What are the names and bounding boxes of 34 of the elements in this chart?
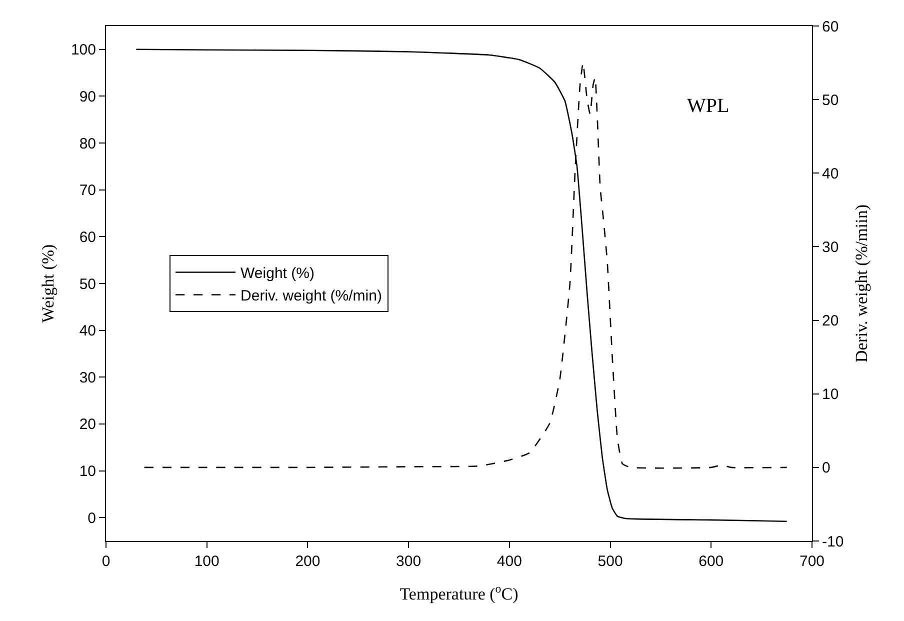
x-tick-label: 100 xyxy=(194,553,220,570)
y-tick-label: 10 xyxy=(79,463,96,480)
y2-tick-label: 30 xyxy=(822,238,839,256)
x-tick-label: 500 xyxy=(598,553,623,570)
y-tick-label: 40 xyxy=(79,322,96,340)
y2-tick-label: -10 xyxy=(822,533,844,550)
y2-axis-title: Deriv. weight (%/miin) xyxy=(852,204,872,362)
legend-label: Weight (%) xyxy=(240,265,314,282)
y-tick-label: 20 xyxy=(79,416,96,434)
x-tick-label: 0 xyxy=(102,553,110,570)
y2-tick-label: 10 xyxy=(822,386,839,404)
y2-tick-label: 40 xyxy=(822,165,839,182)
y-tick-label: 0 xyxy=(88,510,96,527)
y-tick-label: 90 xyxy=(79,88,96,106)
y-tick-label: 80 xyxy=(79,135,96,152)
x-tick-label: 200 xyxy=(295,553,320,570)
x-tick-label: 300 xyxy=(396,553,422,570)
y-tick-label: 60 xyxy=(79,228,96,246)
x-axis-title: Temperature ($^{o}$C) xyxy=(400,581,518,604)
y-tick-label: 70 xyxy=(79,182,96,200)
y-tick-label: 30 xyxy=(79,369,96,386)
legend-label: Deriv. weight (%/min) xyxy=(240,288,382,305)
annotation: WPL xyxy=(687,95,730,117)
line-series xyxy=(136,48,788,522)
y2-tick-label: 0 xyxy=(822,460,830,477)
y2-tick-label: 60 xyxy=(822,18,839,36)
y-axis-title: Weight (%) xyxy=(38,244,58,323)
y2-tick-label: 50 xyxy=(822,92,839,109)
x-tick-label: 400 xyxy=(496,553,522,570)
y2-tick-label: 20 xyxy=(822,312,839,330)
x-tick-label: 700 xyxy=(799,553,825,570)
x-tick-label: 600 xyxy=(698,553,724,570)
y-tick-label: 100 xyxy=(70,42,96,59)
y-tick-label: 50 xyxy=(79,276,96,293)
